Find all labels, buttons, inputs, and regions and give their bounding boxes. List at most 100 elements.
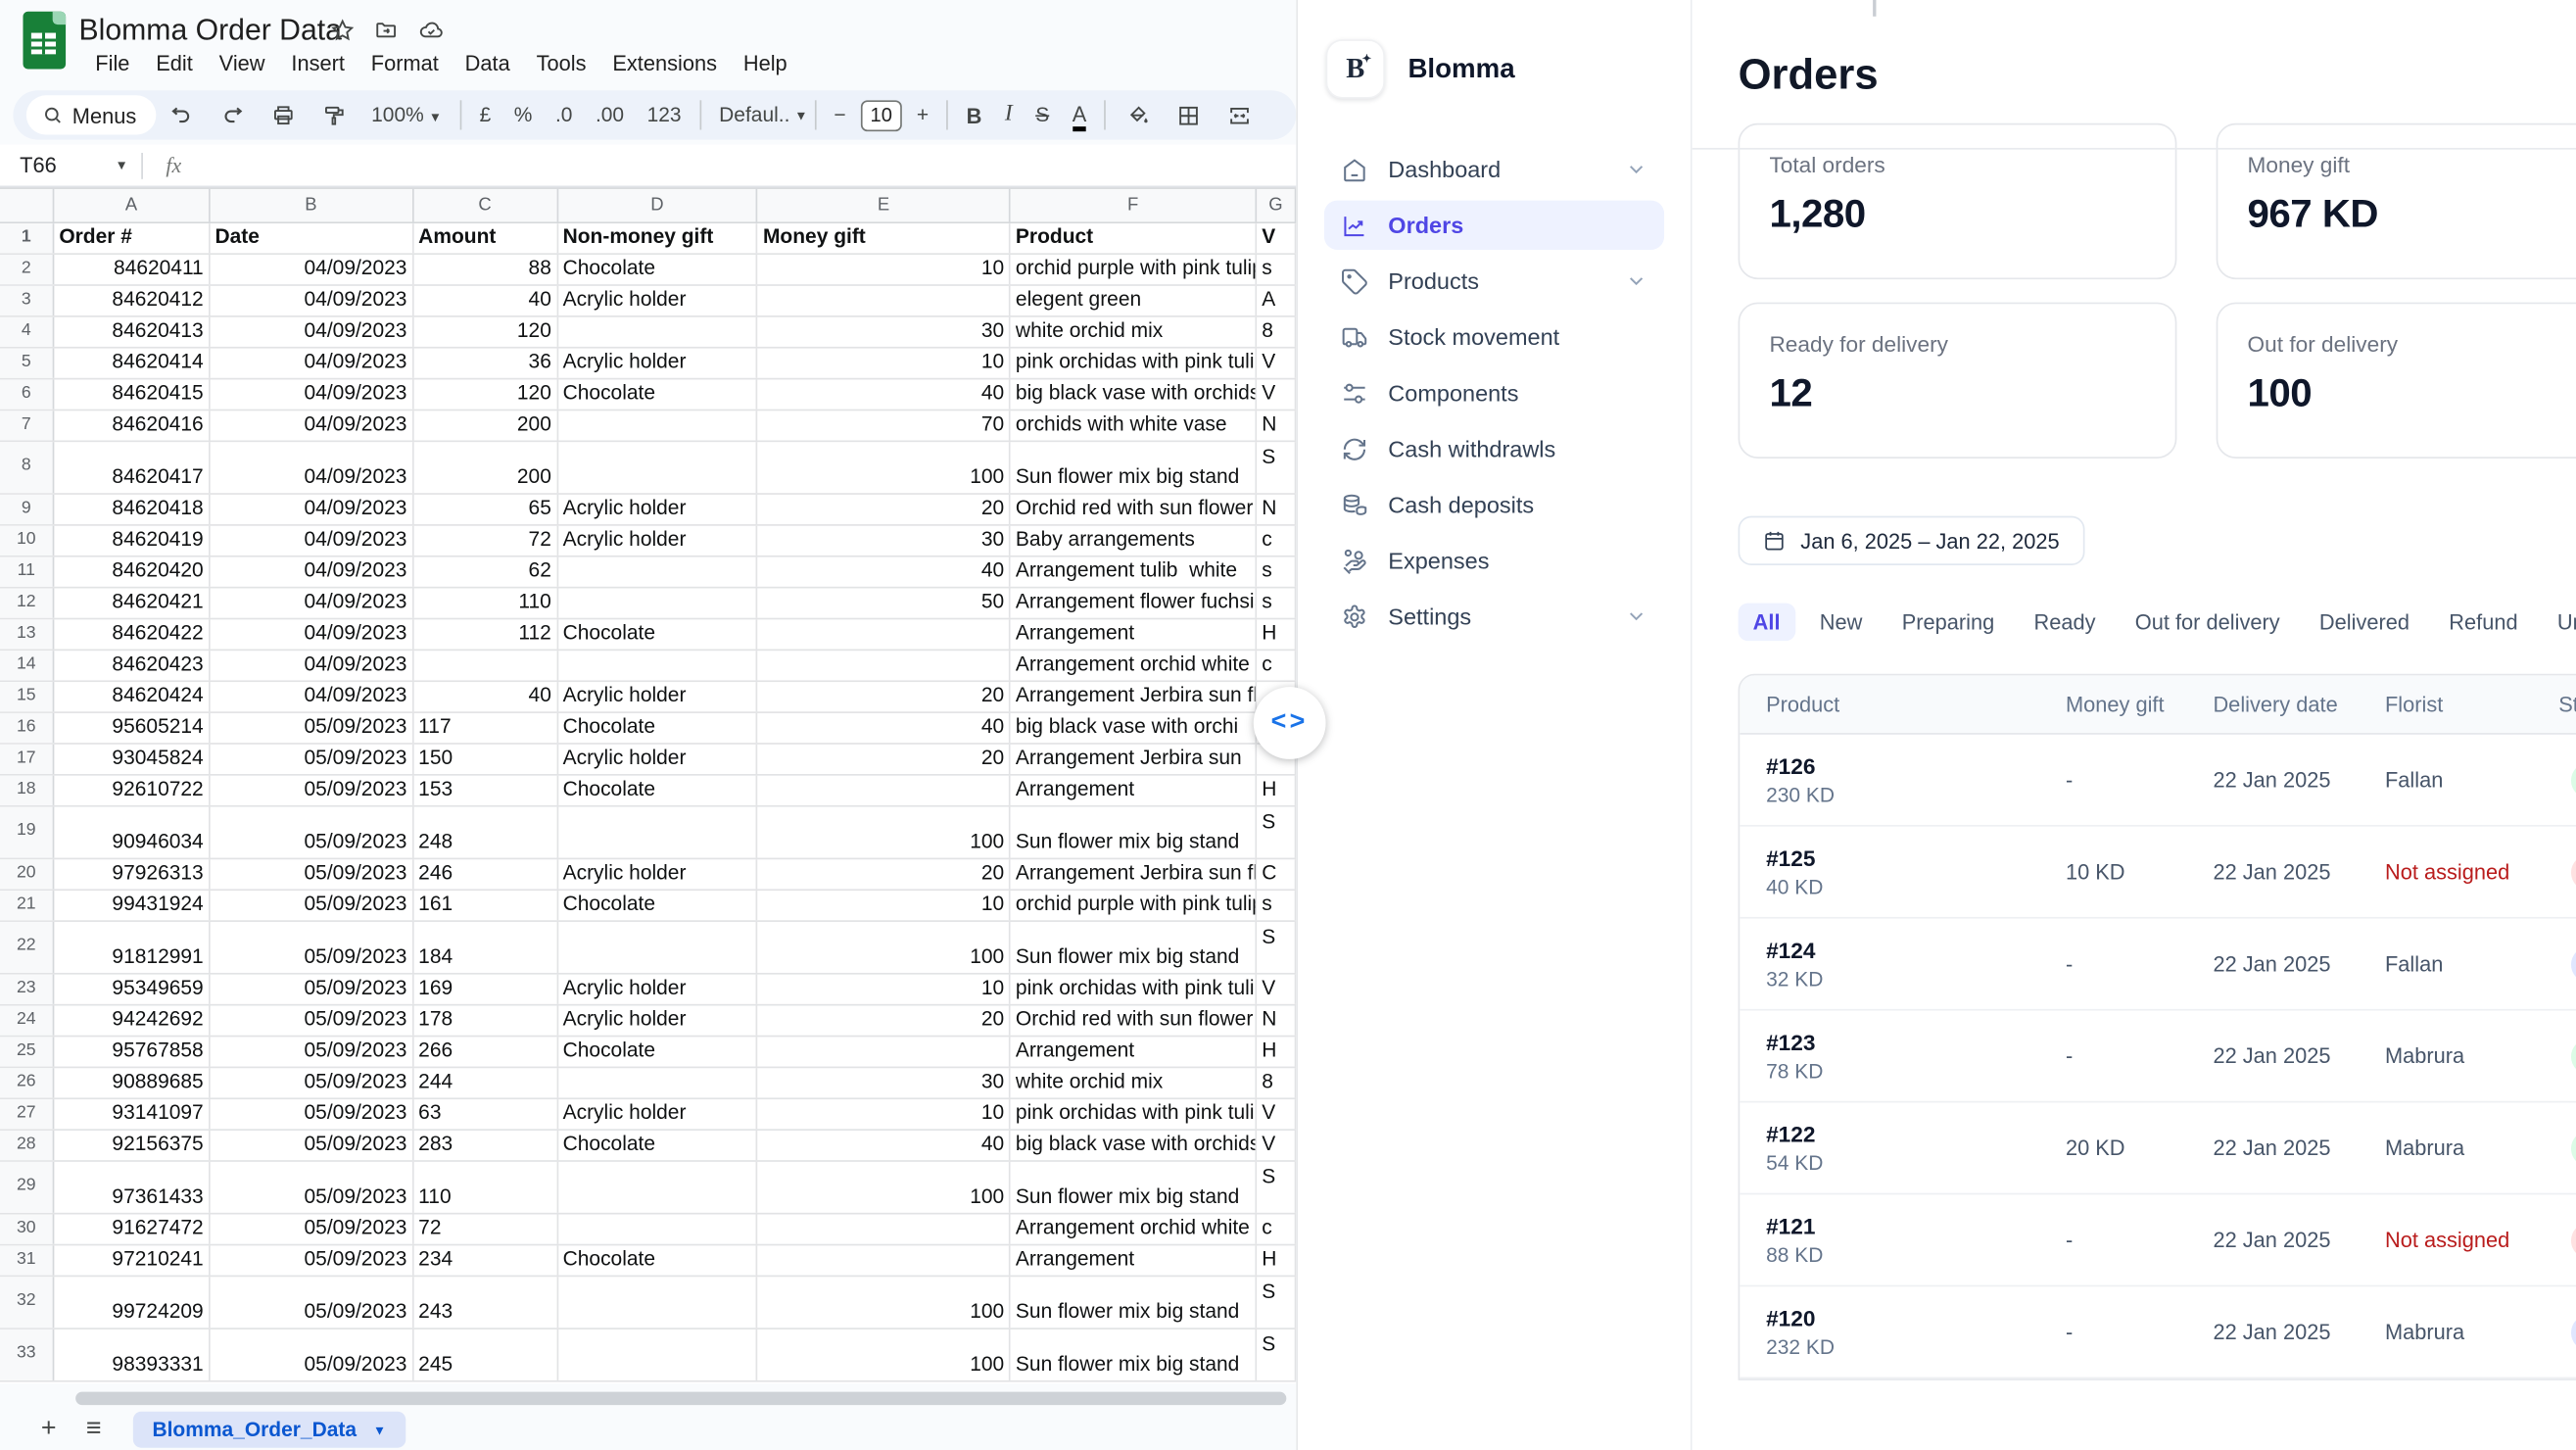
menu-data[interactable]: Data bbox=[464, 50, 510, 76]
table-row[interactable]: #125 40 KD 10 KD 22 Jan 2025 Not assigned N bbox=[1740, 827, 2576, 919]
sheet-cell[interactable]: pink orchidas with pink tulip bbox=[1011, 1099, 1258, 1130]
sheet-cell[interactable]: 05/09/2023 bbox=[210, 891, 414, 921]
row-number[interactable]: 15 bbox=[0, 682, 55, 712]
sheet-cell[interactable]: 04/09/2023 bbox=[210, 619, 414, 650]
sheet-cell[interactable]: 04/09/2023 bbox=[210, 411, 414, 441]
sheet-cell[interactable]: 05/09/2023 bbox=[210, 1037, 414, 1067]
sheet-cell[interactable]: Arrangement orchid white ar bbox=[1011, 651, 1258, 681]
sheet-cell[interactable]: 05/09/2023 bbox=[210, 859, 414, 890]
sheet-cell[interactable]: S bbox=[1257, 1277, 1297, 1329]
sheet-cell[interactable]: Arrangement bbox=[1011, 619, 1258, 650]
sheet-cell[interactable]: pink orchidas with pink tulip bbox=[1011, 974, 1258, 1004]
sheet-cell[interactable]: A bbox=[1257, 285, 1297, 316]
sheet-cell[interactable]: big black vase with orchi bbox=[1011, 712, 1258, 744]
sheet-cell[interactable]: H bbox=[1257, 619, 1297, 650]
sheet-cell[interactable]: 10 bbox=[758, 974, 1011, 1004]
menu-edit[interactable]: Edit bbox=[156, 50, 193, 76]
sheet-cell[interactable]: Chocolate bbox=[558, 775, 758, 805]
sheet-cell[interactable]: 04/09/2023 bbox=[210, 348, 414, 378]
sheet-cell[interactable]: white orchid mix bbox=[1011, 316, 1258, 347]
sheet-cell[interactable]: Acrylic holder bbox=[558, 682, 758, 712]
sheet-cell[interactable]: Non-money gift bbox=[558, 223, 758, 254]
sheet-cell[interactable] bbox=[758, 1214, 1011, 1244]
sheet-cell[interactable] bbox=[558, 1068, 758, 1098]
sheet-cell[interactable]: 05/09/2023 bbox=[210, 744, 414, 775]
sheet-cell[interactable]: Order # bbox=[54, 223, 211, 254]
sheet-cell[interactable]: 84620420 bbox=[54, 556, 211, 587]
sheet-cell[interactable]: 84620415 bbox=[54, 379, 211, 410]
sheet-cell[interactable]: 05/09/2023 bbox=[210, 1277, 414, 1329]
print-icon[interactable] bbox=[258, 103, 309, 127]
row-number[interactable]: 6 bbox=[0, 379, 55, 410]
strikethrough-button[interactable]: S bbox=[1035, 103, 1050, 127]
sheet-cell[interactable]: 10 bbox=[758, 891, 1011, 921]
sheet-cell[interactable]: 30 bbox=[758, 316, 1011, 347]
sheet-cell[interactable]: 05/09/2023 bbox=[210, 775, 414, 805]
sheet-cell[interactable]: Date bbox=[210, 223, 414, 254]
sheet-cell[interactable]: 65 bbox=[413, 494, 558, 525]
column-header-E[interactable]: E bbox=[758, 188, 1011, 222]
row-number[interactable]: 23 bbox=[0, 974, 55, 1004]
row-number[interactable]: 30 bbox=[0, 1214, 55, 1244]
sheet-cell[interactable]: 84620424 bbox=[54, 682, 211, 712]
sheet-cell[interactable]: S bbox=[1257, 1329, 1297, 1380]
sheet-cell[interactable]: 36 bbox=[413, 348, 558, 378]
sheet-cell[interactable]: 283 bbox=[413, 1130, 558, 1161]
row-number[interactable]: 18 bbox=[0, 775, 55, 805]
sheet-cell[interactable]: 84620419 bbox=[54, 525, 211, 556]
sheet-cell[interactable]: 05/09/2023 bbox=[210, 1130, 414, 1161]
sheet-cell[interactable]: white orchid mix bbox=[1011, 1068, 1258, 1098]
sheet-cell[interactable]: big black vase with orchids bbox=[1011, 379, 1258, 410]
undo-icon[interactable] bbox=[156, 103, 207, 127]
sheet-cell[interactable]: Acrylic holder bbox=[558, 1099, 758, 1130]
menu-file[interactable]: File bbox=[95, 50, 130, 76]
sheet-cell[interactable]: Sun flower mix big stand bbox=[1011, 921, 1258, 973]
sheet-cell[interactable]: 30 bbox=[758, 525, 1011, 556]
sheet-cell[interactable]: elegent green bbox=[1011, 285, 1258, 316]
sheet-cell[interactable]: 110 bbox=[413, 588, 558, 618]
row-number[interactable]: 32 bbox=[0, 1277, 55, 1329]
sheet-cell[interactable]: Sun flower mix big stand bbox=[1011, 1277, 1258, 1329]
sheet-tab[interactable]: Blomma_Order_Data ▼ bbox=[132, 1411, 406, 1448]
column-header-D[interactable]: D bbox=[558, 188, 758, 222]
star-icon[interactable] bbox=[330, 18, 355, 42]
sheet-cell[interactable]: Orchid red with sun flower w bbox=[1011, 494, 1258, 525]
sheet-cell[interactable]: 72 bbox=[413, 525, 558, 556]
sheet-cell[interactable]: 92610722 bbox=[54, 775, 211, 805]
sheet-cell[interactable]: 169 bbox=[413, 974, 558, 1004]
menu-extensions[interactable]: Extensions bbox=[612, 50, 718, 76]
sheet-cell[interactable]: 246 bbox=[413, 859, 558, 890]
sheet-cell[interactable]: 05/09/2023 bbox=[210, 1329, 414, 1380]
sheet-cell[interactable]: 248 bbox=[413, 806, 558, 858]
row-number[interactable]: 12 bbox=[0, 588, 55, 618]
sheet-cell[interactable]: Arrangement bbox=[1011, 1037, 1258, 1067]
sheet-cell[interactable]: 8 bbox=[1257, 1068, 1297, 1098]
column-header-G[interactable]: G bbox=[1257, 188, 1297, 222]
sheet-cell[interactable]: Acrylic holder bbox=[558, 744, 758, 775]
row-number[interactable]: 7 bbox=[0, 411, 55, 441]
tab-ready[interactable]: Ready bbox=[2033, 609, 2096, 635]
row-number[interactable]: 9 bbox=[0, 494, 55, 525]
column-header-C[interactable]: C bbox=[413, 188, 558, 222]
table-row[interactable]: #122 54 KD 20 KD 22 Jan 2025 Mabrura D bbox=[1740, 1102, 2576, 1195]
sheet-cell[interactable]: 20 bbox=[758, 744, 1011, 775]
sheet-cell[interactable]: 100 bbox=[758, 806, 1011, 858]
sheet-cell[interactable]: 05/09/2023 bbox=[210, 1161, 414, 1213]
sheet-cell[interactable]: 04/09/2023 bbox=[210, 588, 414, 618]
blomma-logo[interactable]: B ✦ bbox=[1325, 39, 1385, 99]
sheet-cell[interactable]: S bbox=[1257, 806, 1297, 858]
sheet-cell[interactable]: s bbox=[1257, 588, 1297, 618]
sheet-cell[interactable]: Money gift bbox=[758, 223, 1011, 254]
tab-delivered[interactable]: Delivered bbox=[2318, 609, 2410, 635]
sheet-cell[interactable]: 04/09/2023 bbox=[210, 254, 414, 285]
sheet-cell[interactable]: 04/09/2023 bbox=[210, 525, 414, 556]
sheet-cell[interactable]: 100 bbox=[758, 442, 1011, 494]
merge-cells-icon[interactable] bbox=[1215, 103, 1265, 127]
sheet-cell[interactable]: 178 bbox=[413, 1005, 558, 1036]
sheet-cell[interactable]: 05/09/2023 bbox=[210, 1245, 414, 1276]
sheet-cell[interactable]: 100 bbox=[758, 921, 1011, 973]
sheet-cell[interactable]: 84620413 bbox=[54, 316, 211, 347]
sheet-cell[interactable]: Arrangement orchid white ar bbox=[1011, 1214, 1258, 1244]
decrease-font-size-button[interactable]: − bbox=[834, 103, 846, 127]
sheet-cell[interactable]: V bbox=[1257, 1099, 1297, 1130]
